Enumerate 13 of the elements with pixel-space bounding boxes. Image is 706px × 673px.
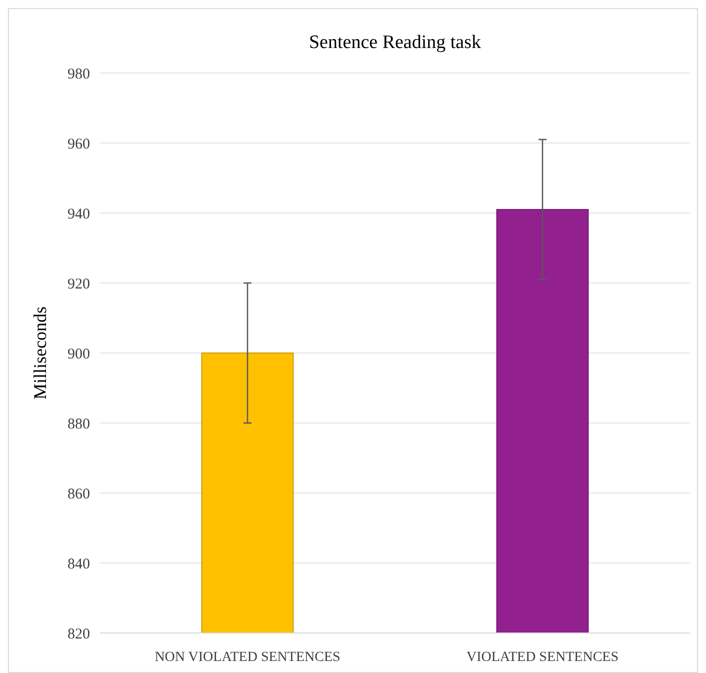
y-tick-label: 960 bbox=[68, 136, 90, 152]
y-tick-label: 880 bbox=[68, 416, 90, 432]
y-axis-title: Milliseconds bbox=[30, 306, 50, 400]
y-tick-label: 820 bbox=[68, 626, 90, 642]
y-tick-label: 940 bbox=[68, 206, 90, 222]
chart-title: Sentence Reading task bbox=[308, 32, 482, 53]
y-tick-label: 860 bbox=[68, 486, 90, 502]
x-tick-label: VIOLATED SENTENCES bbox=[466, 650, 619, 665]
x-tick-label: NON VIOLATED SENTENCES bbox=[154, 650, 340, 665]
y-tick-label: 900 bbox=[68, 346, 90, 362]
y-tick-label: 980 bbox=[68, 66, 90, 82]
y-tick-label: 920 bbox=[68, 276, 90, 292]
y-tick-label: 840 bbox=[68, 556, 90, 572]
